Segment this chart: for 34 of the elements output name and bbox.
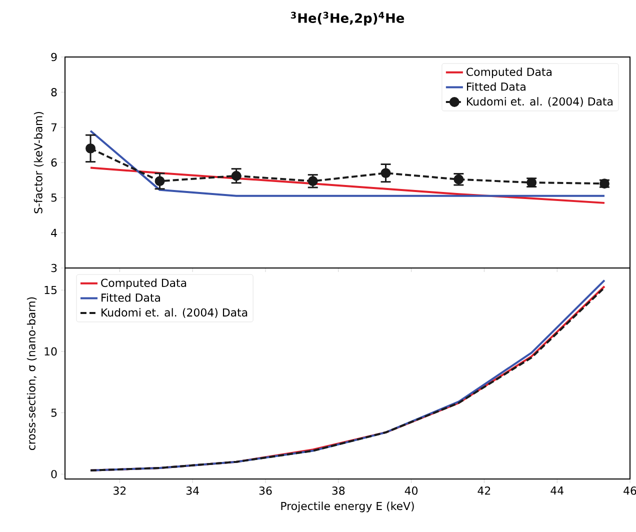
legend-label: Fitted Data [102, 293, 160, 302]
y-tick-label: 5 [51, 408, 57, 417]
x-tick-label: 40 [404, 486, 418, 495]
y-tick-label: 6 [51, 158, 57, 167]
x-tick-label: 32 [114, 486, 126, 495]
x-tick-label: 46 [624, 486, 636, 495]
y-tick-label: 7 [51, 123, 57, 132]
legend-label: Fitted Data [467, 82, 526, 91]
legend-label: Kudomi et. al. (2004) Data [467, 97, 613, 107]
x-axis-title: Projectile energy E (keV) [281, 502, 414, 512]
y-tick-label: 9 [51, 52, 57, 62]
y-tick-label: 0 [51, 470, 57, 478]
y-tick-label: 15 [44, 286, 57, 294]
x-tick-label: 36 [259, 486, 272, 495]
x-tick-label: 42 [478, 486, 490, 495]
y-tick-label: 5 [51, 194, 57, 202]
y-tick-label: 4 [51, 228, 57, 237]
x-tick-label: 38 [332, 486, 345, 495]
legend-label: Computed Data [101, 278, 186, 290]
legend-label: Kudomi et. al. (2004) Data [102, 308, 248, 318]
legend-label: Computed Data [466, 68, 552, 78]
y-axis-title: S-factor (keV-bam) [34, 112, 44, 214]
y-tick-label: 8 [51, 88, 57, 96]
y-axis-title: cross-section, σ (nano-barn) [26, 297, 37, 450]
y-tick-label: 3 [51, 264, 57, 272]
x-tick-label: 44 [550, 486, 564, 494]
point [380, 168, 391, 178]
x-tick-label: 34 [186, 486, 199, 495]
y-tick-label: 10 [44, 347, 57, 356]
line-series [90, 166, 606, 204]
chart-title: $^{3}$He($^{3}$He,2p)$^{4}$He [290, 12, 404, 26]
point [86, 143, 96, 154]
point [231, 170, 242, 181]
point [154, 176, 165, 186]
